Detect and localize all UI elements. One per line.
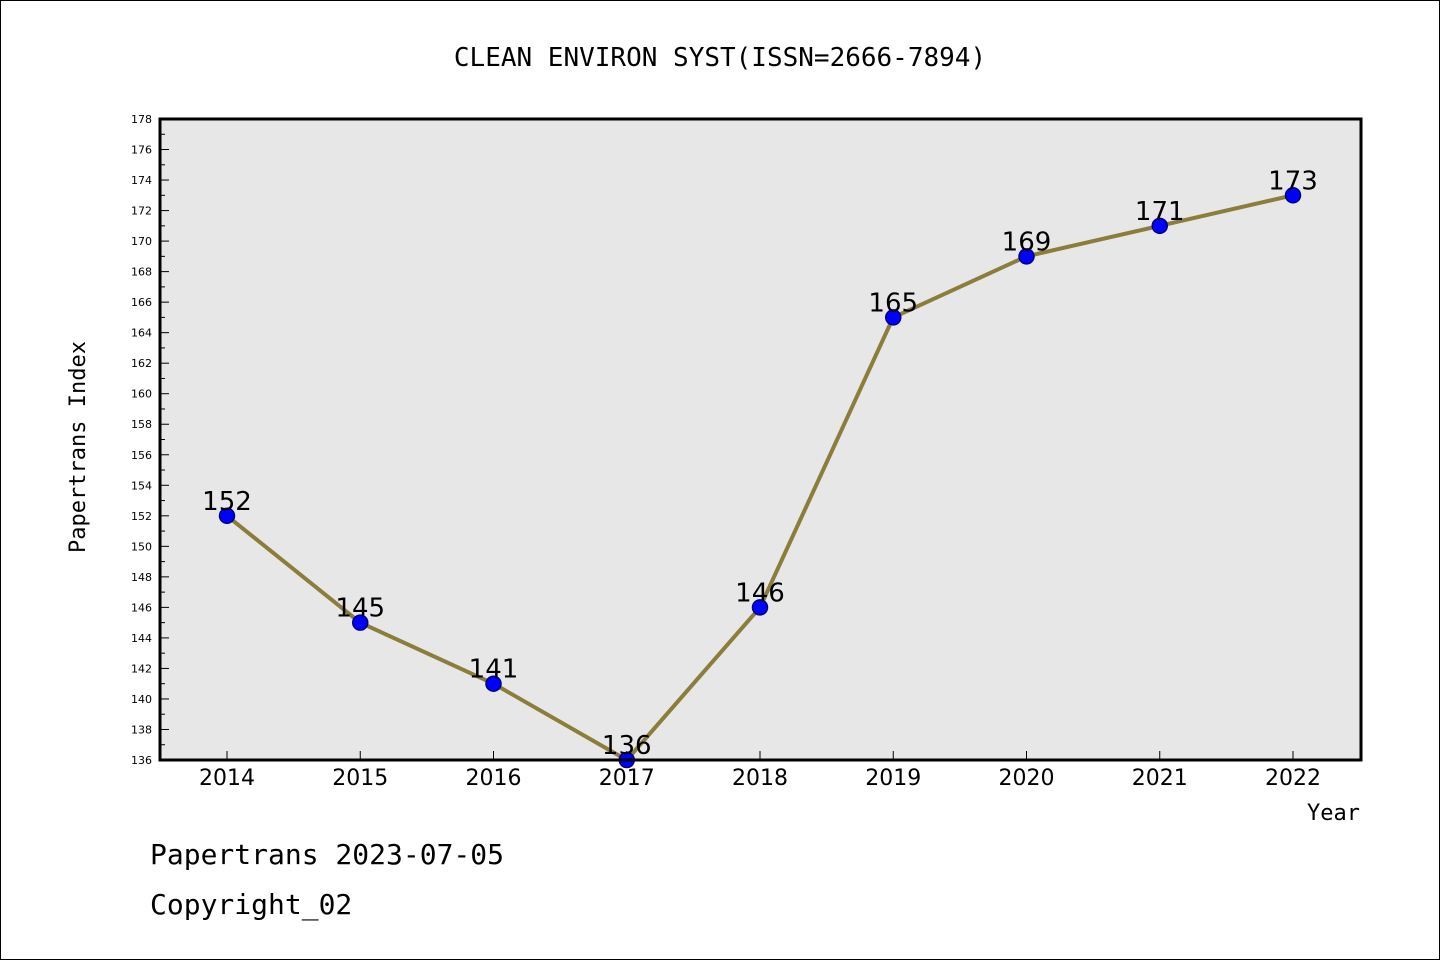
- data-label: 171: [1135, 197, 1185, 227]
- data-point-marker: [885, 309, 902, 326]
- y-tick-label: 148: [131, 571, 152, 584]
- x-tick-label: 2020: [999, 766, 1055, 791]
- x-tick-label: 2017: [599, 766, 655, 791]
- y-tick-label: 144: [131, 632, 152, 645]
- y-tick-label: 146: [131, 601, 152, 614]
- y-tick-label: 170: [131, 235, 152, 248]
- data-label: 141: [469, 655, 519, 685]
- data-label: 145: [335, 594, 385, 624]
- y-axis-label: Papertrans Index: [66, 341, 91, 553]
- data-point-marker: [218, 507, 236, 525]
- y-tick-label: 168: [131, 266, 152, 279]
- y-tick-label: 178: [131, 113, 152, 126]
- x-tick-label: 2015: [332, 766, 388, 791]
- y-tick-label: 172: [131, 205, 152, 218]
- y-tick-label: 136: [131, 754, 152, 767]
- data-label: 146: [735, 578, 785, 608]
- footer-date-text: Papertrans 2023-07-05: [150, 838, 504, 871]
- plot-border: [158, 117, 1363, 762]
- y-tick-label: 166: [131, 296, 152, 309]
- data-point-marker: [485, 675, 502, 692]
- chart-title: CLEAN ENVIRON SYST(ISSN=2666-7894): [454, 43, 986, 73]
- x-tick-label: 2021: [1132, 766, 1188, 791]
- data-point-marker: [352, 614, 369, 631]
- y-tick-label: 160: [131, 388, 152, 401]
- y-tick-label: 140: [131, 693, 152, 706]
- data-markers: [218, 187, 1302, 769]
- y-tick-label: 176: [131, 144, 152, 157]
- y-tick-label: 162: [131, 357, 152, 370]
- x-axis: 2014 2015 2016 2017 2018 2019 2020 2021 2022: [199, 751, 1321, 791]
- x-tick-label: 2018: [732, 766, 788, 791]
- data-label: 152: [202, 487, 252, 517]
- y-tick-label: 154: [131, 479, 152, 492]
- y-tick-label: 150: [131, 540, 152, 553]
- y-tick-label: 152: [131, 510, 152, 523]
- data-labels: 152 145 141 136 146 165 169 171 173: [202, 166, 1318, 761]
- y-tick-label: 156: [131, 449, 152, 462]
- x-tick-label: 2014: [199, 766, 255, 791]
- y-tick-label: 164: [131, 327, 152, 340]
- y-tick-label: 142: [131, 662, 152, 675]
- x-tick-label: 2019: [865, 766, 921, 791]
- x-tick-label: 2016: [466, 766, 522, 791]
- data-label: 165: [868, 288, 918, 318]
- footer-copyright-text: Copyright_02: [150, 888, 352, 922]
- y-tick-label: 158: [131, 418, 152, 431]
- y-tick-label: 138: [131, 723, 152, 736]
- data-point-marker: [1284, 187, 1302, 204]
- data-point-marker: [1151, 217, 1168, 235]
- data-label: 169: [1002, 227, 1052, 257]
- y-axis: 136 138 140 142 144 146 148 150 152 154 156 158 160 1…: [131, 113, 169, 767]
- data-point-marker: [751, 599, 769, 616]
- data-label: 173: [1268, 166, 1318, 196]
- data-label: 136: [602, 731, 652, 761]
- x-tick-label: 2022: [1265, 766, 1321, 791]
- y-tick-label: 174: [131, 174, 152, 187]
- data-point-marker: [1018, 248, 1035, 265]
- x-axis-label: Year: [1307, 801, 1360, 826]
